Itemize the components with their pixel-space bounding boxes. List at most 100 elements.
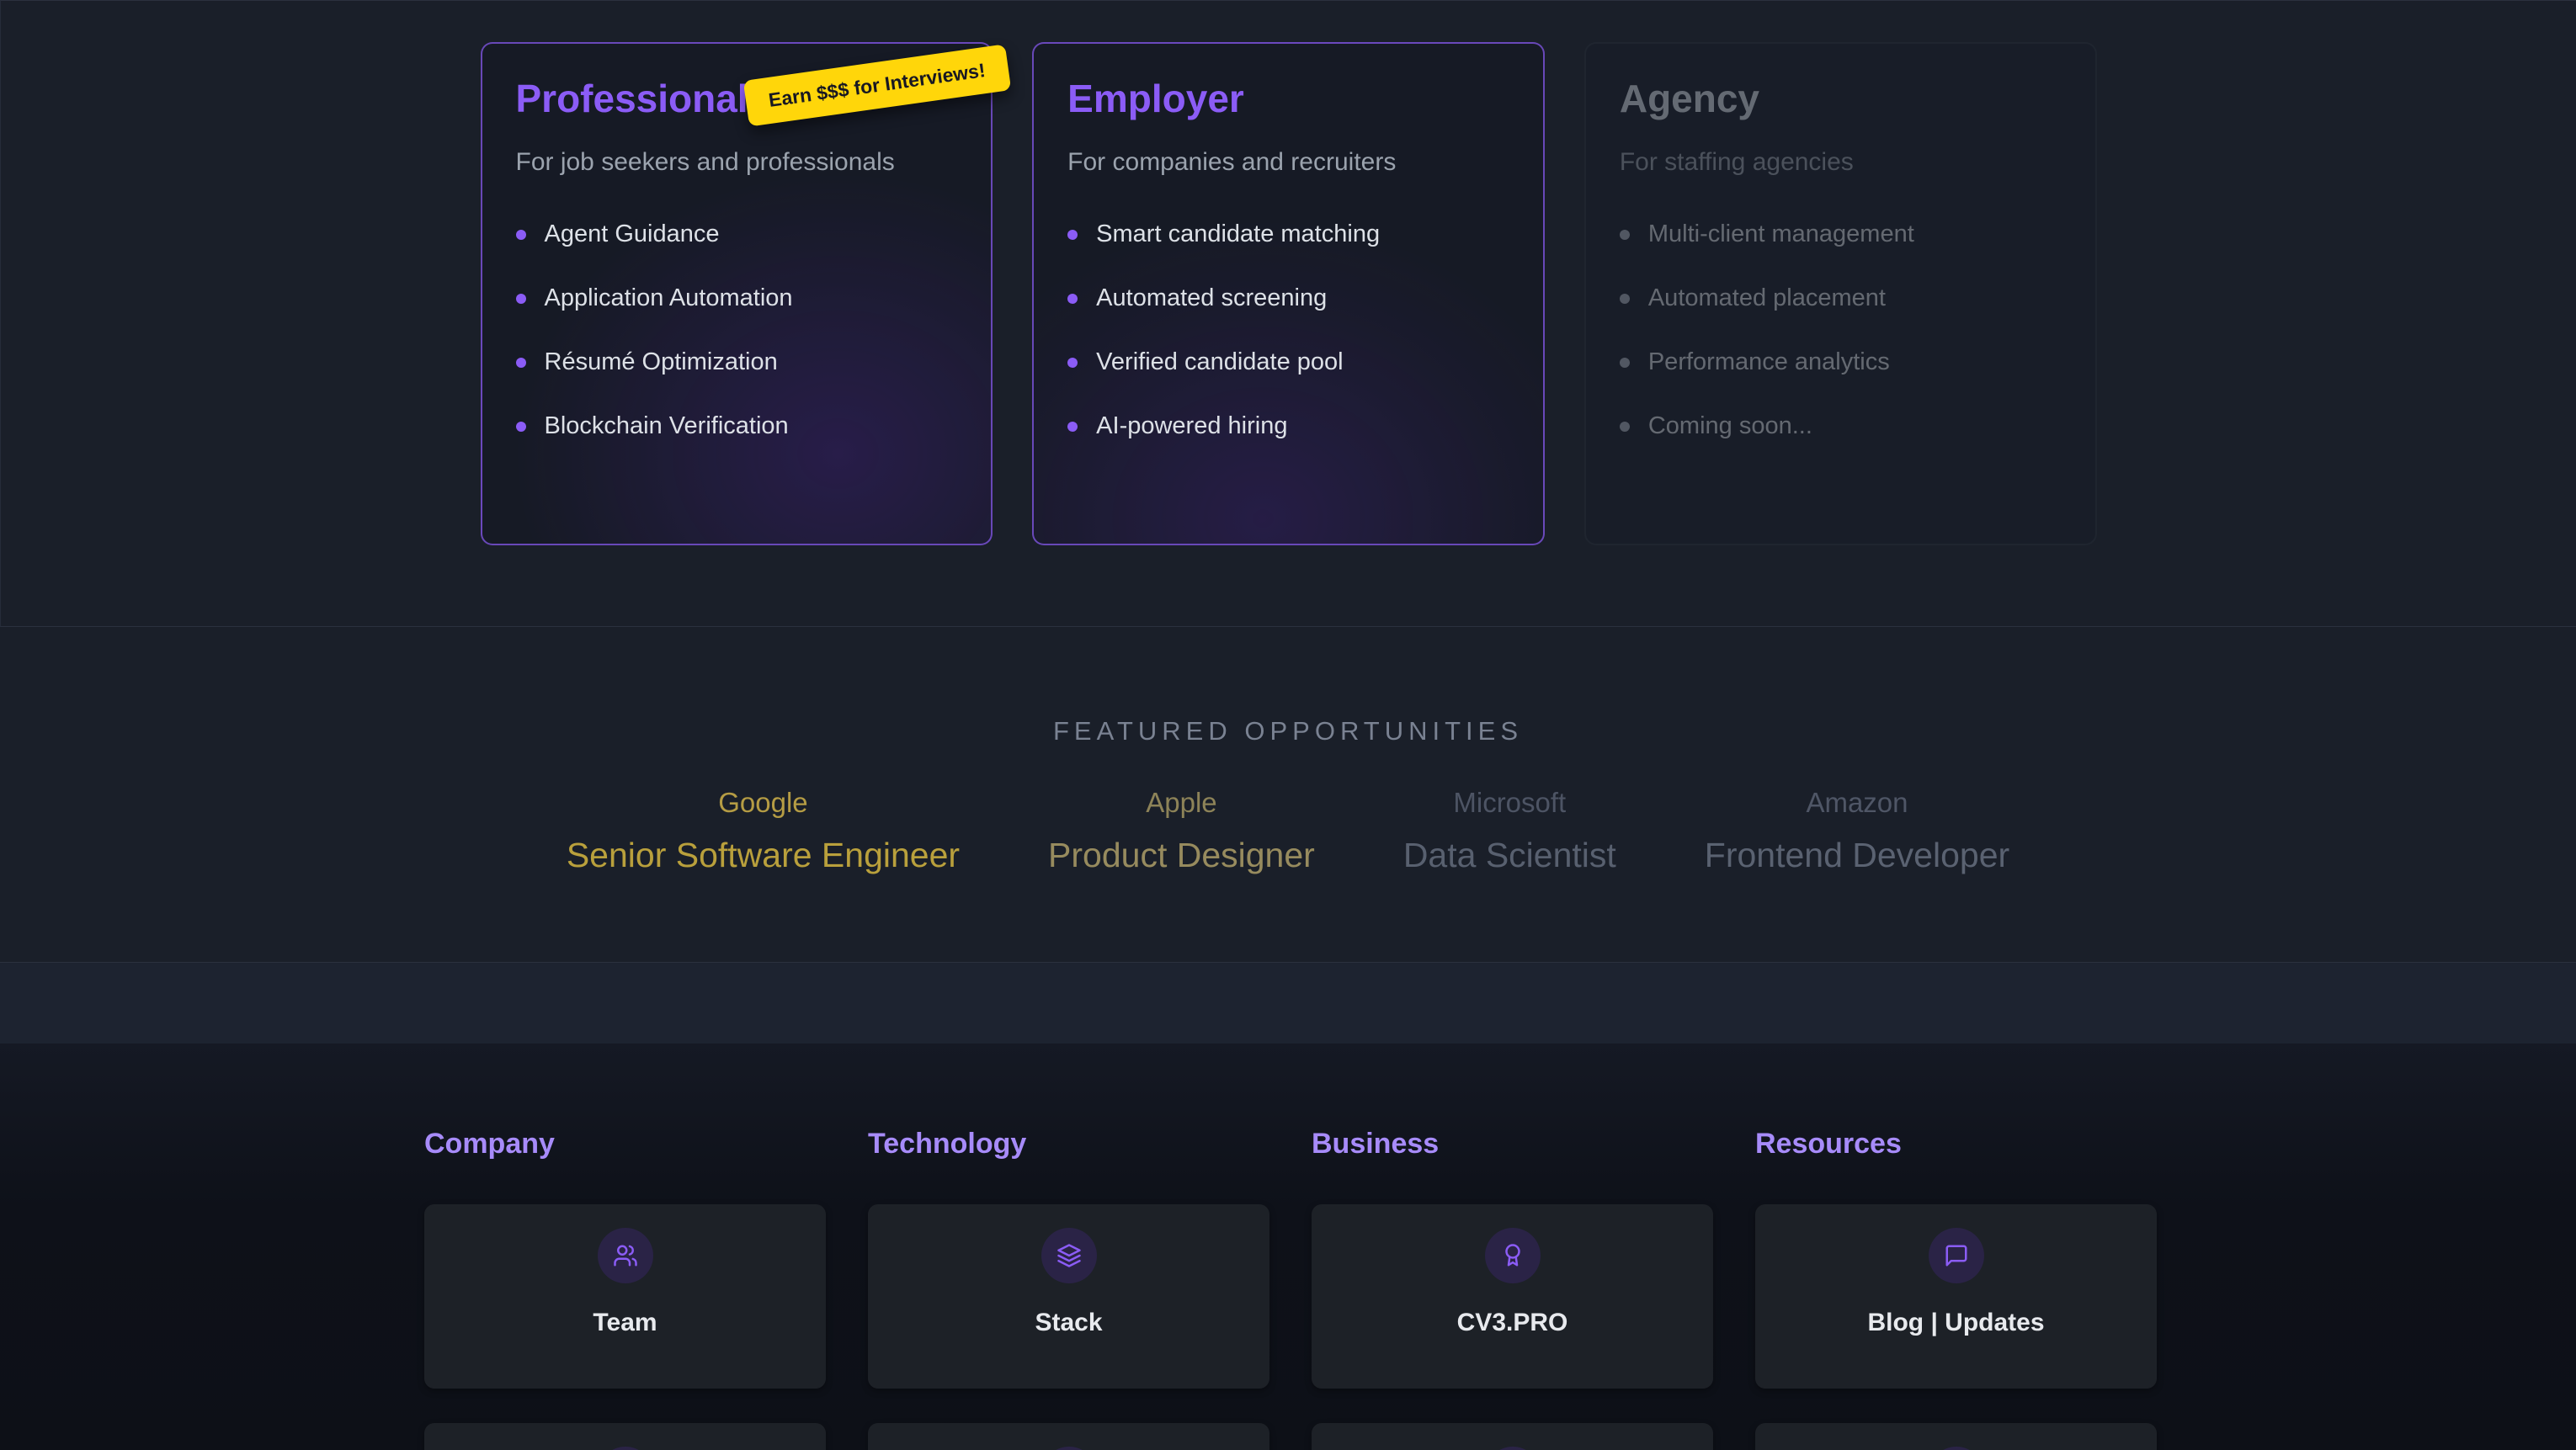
plan-feature-label: Performance analytics <box>1648 348 1890 376</box>
plan-card-agency-disabled: Agency For staffing agencies Multi-clien… <box>1584 42 2097 545</box>
award-icon <box>1500 1243 1525 1268</box>
icon-circle <box>1041 1228 1097 1283</box>
plan-feature-label: Automated screening <box>1096 284 1327 312</box>
plan-feature: Application Automation <box>516 284 958 312</box>
icon-circle <box>1929 1447 1984 1450</box>
plan-title: Agency <box>1620 76 2062 121</box>
footer-card-label: Stack <box>1035 1309 1102 1337</box>
bullet-dot-icon <box>1067 358 1078 368</box>
featured-opportunities-heading: FEATURED OPPORTUNITIES <box>0 716 2576 746</box>
message-icon <box>1944 1243 1969 1268</box>
plan-feature-label: Résumé Optimization <box>545 348 778 376</box>
footer-card-label: Team <box>593 1309 657 1337</box>
footer-columns: Company Team <box>424 1128 2152 1450</box>
footer-card-partial[interactable] <box>868 1423 1269 1450</box>
page: Earn $$$ for Interviews! Professional Fo… <box>0 0 2576 1450</box>
footer-card-partial[interactable] <box>1312 1423 1713 1450</box>
icon-circle <box>1485 1447 1541 1450</box>
bullet-dot-icon <box>1067 294 1078 304</box>
plan-feature-label: Automated placement <box>1648 284 1886 312</box>
footer-card-blog-updates[interactable]: Blog | Updates <box>1755 1204 2157 1389</box>
users-icon <box>613 1243 638 1268</box>
plan-feature-label: Verified candidate pool <box>1096 348 1343 376</box>
bullet-dot-icon <box>1067 422 1078 432</box>
plan-description: For job seekers and professionals <box>516 148 958 177</box>
plan-feature-list: Smart candidate matching Automated scree… <box>1067 220 1509 440</box>
plan-feature-label: Agent Guidance <box>545 220 720 248</box>
pricing-section: Earn $$$ for Interviews! Professional Fo… <box>0 0 2576 627</box>
job-title: Data Scientist <box>1403 836 1616 875</box>
footer-column-business: Business CV3.PRO <box>1312 1128 1713 1450</box>
featured-jobs-carousel: Google Senior Software Engineer Apple Pr… <box>0 787 2576 875</box>
icon-circle <box>1041 1447 1097 1450</box>
layers-icon <box>1056 1243 1082 1268</box>
footer-column-technology: Technology Stack <box>868 1128 1269 1450</box>
plan-feature: AI-powered hiring <box>1067 412 1509 440</box>
bullet-dot-icon <box>1620 294 1630 304</box>
icon-circle <box>1929 1228 1984 1283</box>
plan-feature-list: Agent Guidance Application Automation Ré… <box>516 220 958 440</box>
plans-row: Earn $$$ for Interviews! Professional Fo… <box>481 42 2097 545</box>
plan-feature: Automated screening <box>1067 284 1509 312</box>
footer: Company Team <box>0 1044 2576 1450</box>
job-company: Google <box>567 787 960 819</box>
section-divider-band <box>0 962 2576 1044</box>
icon-circle <box>598 1447 653 1450</box>
job-item-amazon[interactable]: Amazon Frontend Developer <box>1705 787 2009 875</box>
bullet-dot-icon <box>1620 358 1630 368</box>
footer-card-label: CV3.PRO <box>1457 1309 1568 1337</box>
bullet-dot-icon <box>1620 422 1630 432</box>
job-item-microsoft[interactable]: Microsoft Data Scientist <box>1403 787 1616 875</box>
plan-feature: Smart candidate matching <box>1067 220 1509 248</box>
icon-circle <box>1485 1228 1541 1283</box>
plan-feature: Coming soon... <box>1620 412 2062 440</box>
plan-feature: Multi-client management <box>1620 220 2062 248</box>
footer-card-team[interactable]: Team <box>424 1204 826 1389</box>
footer-column-company: Company Team <box>424 1128 826 1450</box>
job-item-apple[interactable]: Apple Product Designer <box>1048 787 1315 875</box>
job-company: Amazon <box>1705 787 2009 819</box>
plan-card-professional[interactable]: Professional For job seekers and profess… <box>481 42 993 545</box>
bullet-dot-icon <box>1620 230 1630 240</box>
footer-card-stack[interactable]: Stack <box>868 1204 1269 1389</box>
bullet-dot-icon <box>1067 230 1078 240</box>
plan-feature-label: Multi-client management <box>1648 220 1914 248</box>
plan-feature-label: Application Automation <box>545 284 793 312</box>
plan-feature-list: Multi-client management Automated placem… <box>1620 220 2062 440</box>
footer-column-resources: Resources Blog | Updates <box>1755 1128 2157 1450</box>
job-title: Senior Software Engineer <box>567 836 960 875</box>
plan-feature-label: Blockchain Verification <box>545 412 789 440</box>
bullet-dot-icon <box>516 230 526 240</box>
job-company: Microsoft <box>1403 787 1616 819</box>
footer-column-heading: Resources <box>1755 1128 2157 1161</box>
plan-feature: Verified candidate pool <box>1067 348 1509 376</box>
bullet-dot-icon <box>516 358 526 368</box>
footer-column-heading: Company <box>424 1128 826 1161</box>
job-item-google[interactable]: Google Senior Software Engineer <box>567 787 960 875</box>
plan-feature-label: AI-powered hiring <box>1096 412 1287 440</box>
plan-card-employer[interactable]: Employer For companies and recruiters Sm… <box>1032 42 1545 545</box>
footer-card-partial[interactable] <box>424 1423 826 1450</box>
footer-card-label: Blog | Updates <box>1867 1309 2044 1337</box>
plan-feature: Résumé Optimization <box>516 348 958 376</box>
footer-card-partial[interactable] <box>1755 1423 2157 1450</box>
job-title: Product Designer <box>1048 836 1315 875</box>
plan-feature: Blockchain Verification <box>516 412 958 440</box>
job-company: Apple <box>1048 787 1315 819</box>
plan-feature: Performance analytics <box>1620 348 2062 376</box>
plan-feature: Agent Guidance <box>516 220 958 248</box>
plan-description: For staffing agencies <box>1620 148 2062 177</box>
bullet-dot-icon <box>516 294 526 304</box>
plan-title: Employer <box>1067 76 1509 121</box>
job-title: Frontend Developer <box>1705 836 2009 875</box>
plan-feature: Automated placement <box>1620 284 2062 312</box>
footer-card-cv3pro[interactable]: CV3.PRO <box>1312 1204 1713 1389</box>
plan-description: For companies and recruiters <box>1067 148 1509 177</box>
featured-opportunities-section: FEATURED OPPORTUNITIES Google Senior Sof… <box>0 627 2576 962</box>
icon-circle <box>598 1228 653 1283</box>
footer-column-heading: Business <box>1312 1128 1713 1161</box>
footer-column-heading: Technology <box>868 1128 1269 1161</box>
plan-feature-label: Coming soon... <box>1648 412 1812 440</box>
bullet-dot-icon <box>516 422 526 432</box>
plan-feature-label: Smart candidate matching <box>1096 220 1380 248</box>
